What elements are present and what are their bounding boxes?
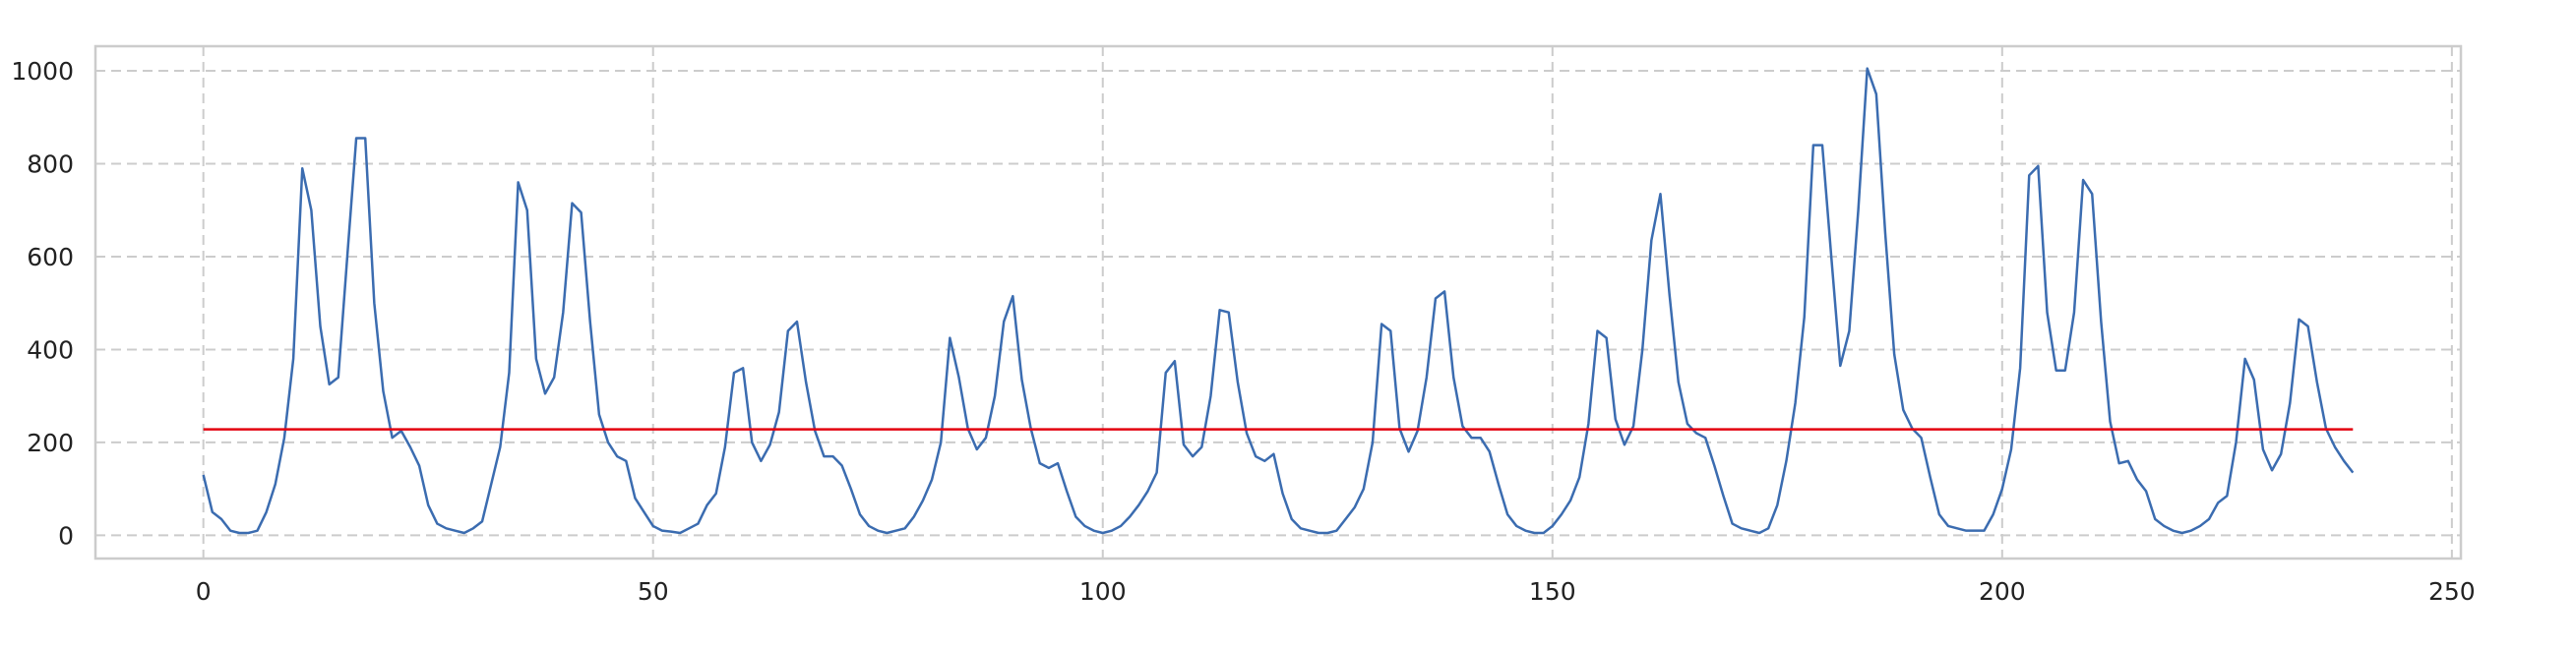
x-tick-label: 200 (1979, 577, 2026, 606)
plot-frame (93, 44, 2463, 560)
x-tick-label: 250 (2428, 577, 2476, 606)
x-tick-label: 150 (1529, 577, 1576, 606)
y-tick-label: 0 (58, 521, 74, 550)
x-tick-label: 0 (196, 577, 212, 606)
x-tick-label: 50 (638, 577, 669, 606)
y-tick-label: 600 (27, 243, 74, 271)
y-tick-label: 400 (27, 335, 74, 364)
y-tick-label: 800 (27, 150, 74, 179)
y-tick-label: 1000 (11, 57, 74, 86)
x-tick-label: 100 (1079, 577, 1127, 606)
data-line (202, 67, 2355, 535)
y-tick-label: 200 (27, 429, 74, 457)
